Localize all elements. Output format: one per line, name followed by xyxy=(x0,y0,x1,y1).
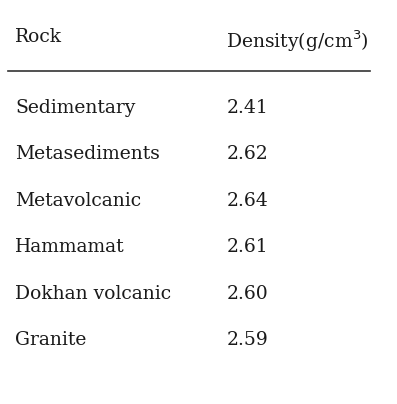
Text: 2.62: 2.62 xyxy=(226,145,268,164)
Text: Granite: Granite xyxy=(15,331,87,349)
Text: Metavolcanic: Metavolcanic xyxy=(15,192,141,210)
Text: 2.64: 2.64 xyxy=(226,192,268,210)
Text: 2.59: 2.59 xyxy=(226,331,268,349)
Text: Metasediments: Metasediments xyxy=(15,145,160,164)
Text: Density(g/cm$^3$): Density(g/cm$^3$) xyxy=(226,28,369,54)
Text: Hammamat: Hammamat xyxy=(15,238,125,257)
Text: 2.61: 2.61 xyxy=(226,238,268,257)
Text: Rock: Rock xyxy=(15,28,62,46)
Text: 2.41: 2.41 xyxy=(226,99,268,117)
Text: Dokhan volcanic: Dokhan volcanic xyxy=(15,285,171,303)
Text: 2.60: 2.60 xyxy=(226,285,268,303)
Text: Sedimentary: Sedimentary xyxy=(15,99,135,117)
